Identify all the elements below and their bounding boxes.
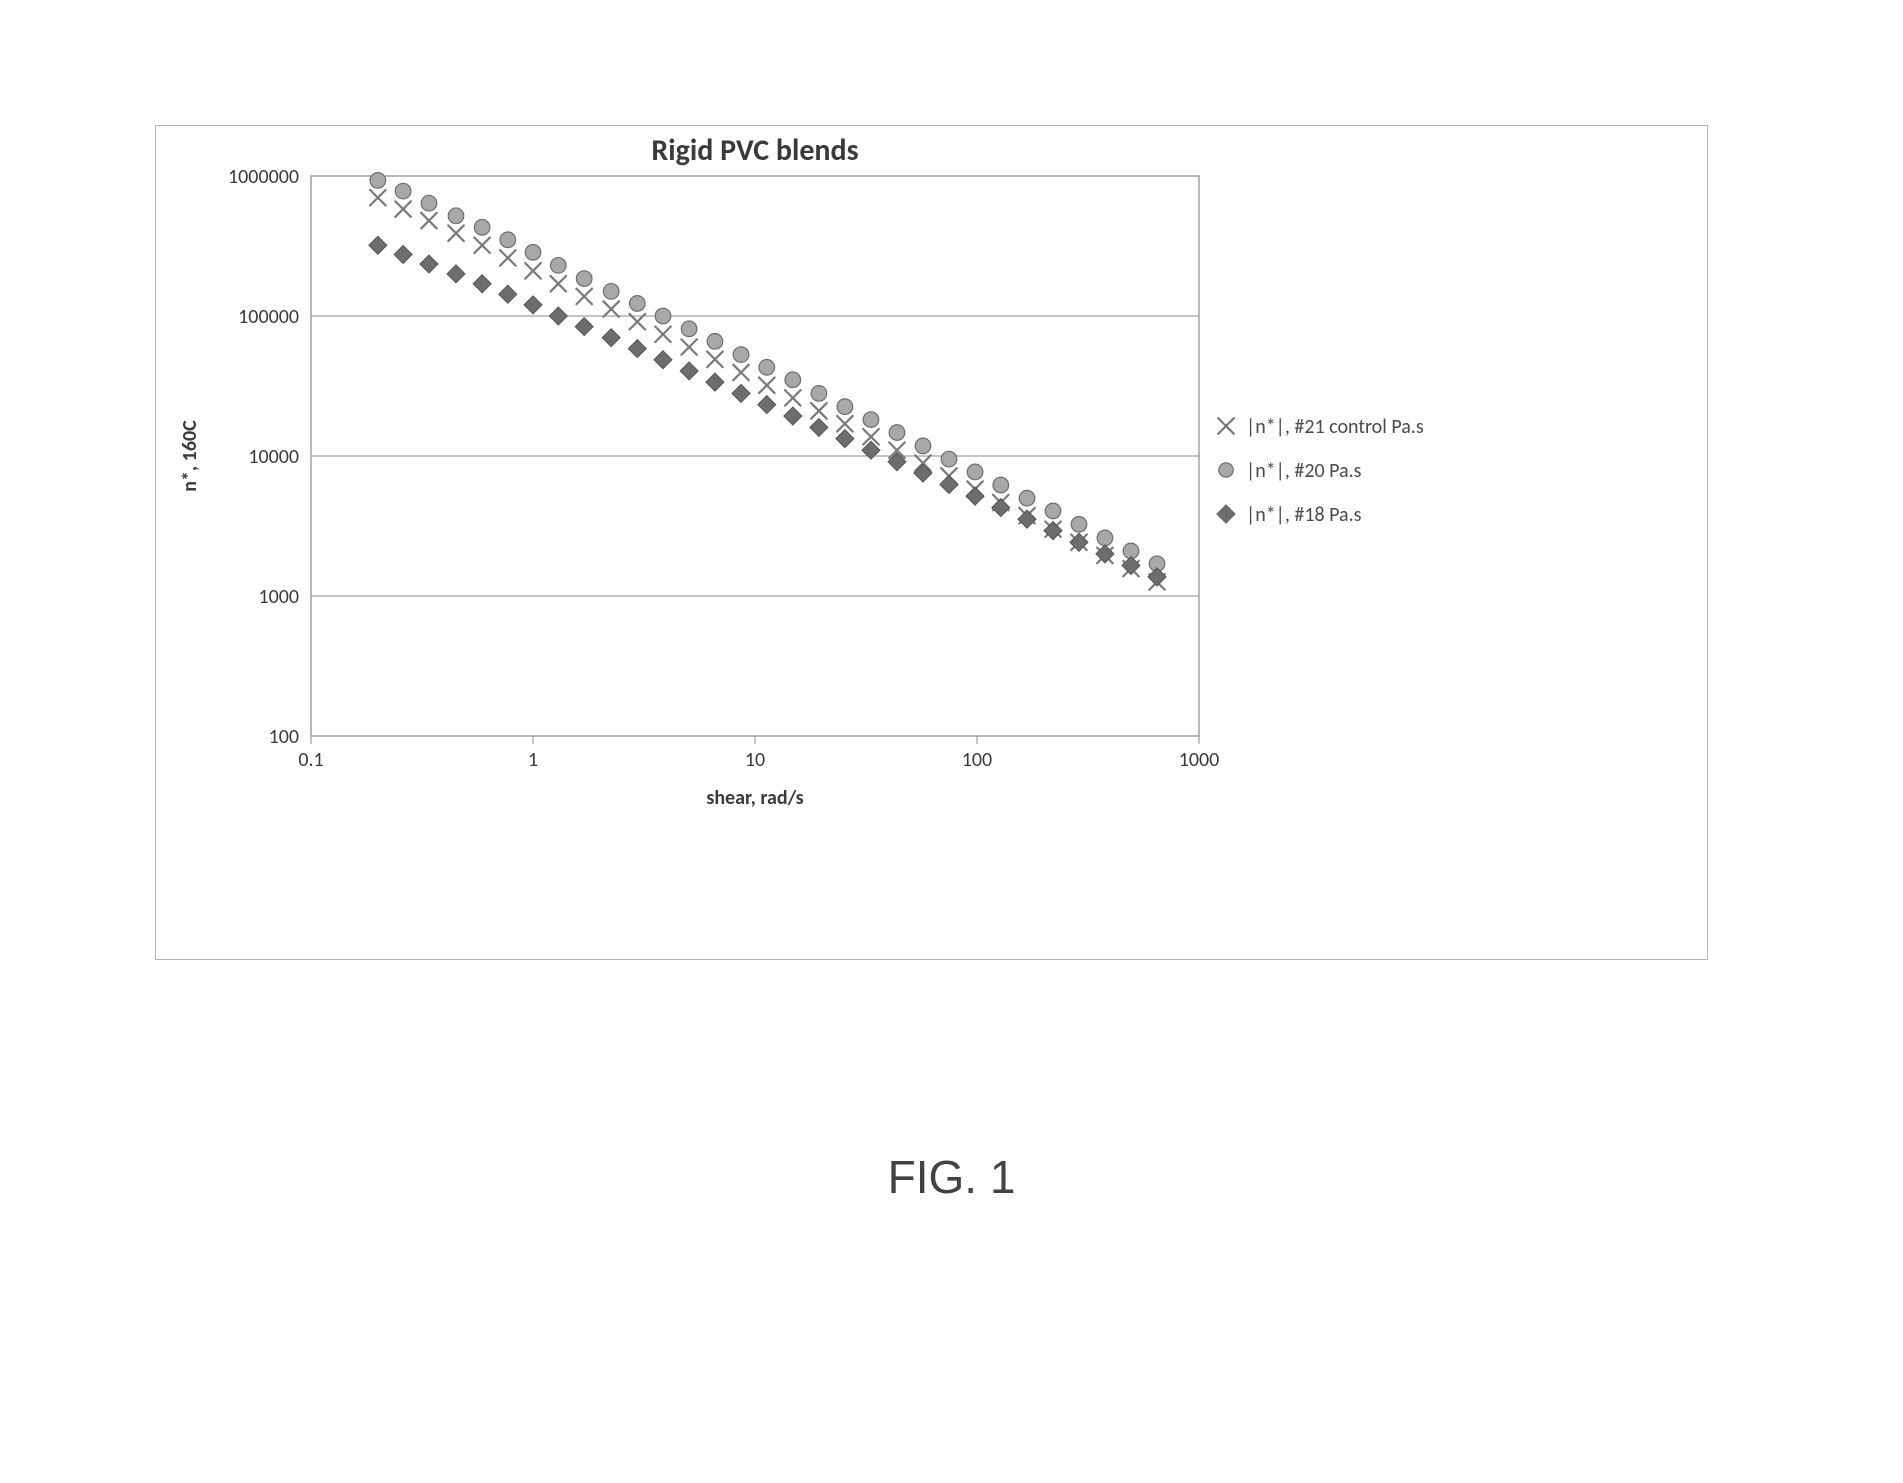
svg-text:10000: 10000 — [248, 445, 299, 469]
chart-svg: Rigid PVC blends 0.1 1 10 100 1000 100 1000 1000… — [156, 126, 1709, 961]
chart-container: Rigid PVC blends 0.1 1 10 100 1000 100 1000 1000… — [155, 125, 1708, 960]
svg-text:|n*|, #21 control Pa.s: |n*|, #21 control Pa.s — [1246, 415, 1424, 439]
svg-text:|n*|, #18 Pa.s: |n*|, #18 Pa.s — [1246, 503, 1362, 527]
svg-text:shear, rad/s: shear, rad/s — [706, 786, 803, 810]
svg-text:100: 100 — [269, 725, 299, 749]
svg-text:Rigid PVC blends: Rigid PVC blends — [651, 132, 858, 169]
svg-text:100: 100 — [962, 748, 992, 772]
svg-text:1000: 1000 — [258, 585, 299, 609]
svg-text:|n*|, #20 Pa.s: |n*|, #20 Pa.s — [1246, 459, 1362, 483]
svg-text:n*, 160C: n*, 160C — [178, 420, 202, 492]
figure-caption: FIG. 1 — [0, 1150, 1903, 1204]
svg-text:1: 1 — [528, 748, 538, 772]
svg-text:100000: 100000 — [238, 305, 299, 329]
svg-text:0.1: 0.1 — [298, 748, 323, 772]
svg-text:1000000: 1000000 — [228, 165, 299, 189]
svg-text:1000: 1000 — [1179, 748, 1220, 772]
page: Rigid PVC blends 0.1 1 10 100 1000 100 1000 1000… — [0, 0, 1903, 1483]
svg-text:10: 10 — [745, 748, 765, 772]
